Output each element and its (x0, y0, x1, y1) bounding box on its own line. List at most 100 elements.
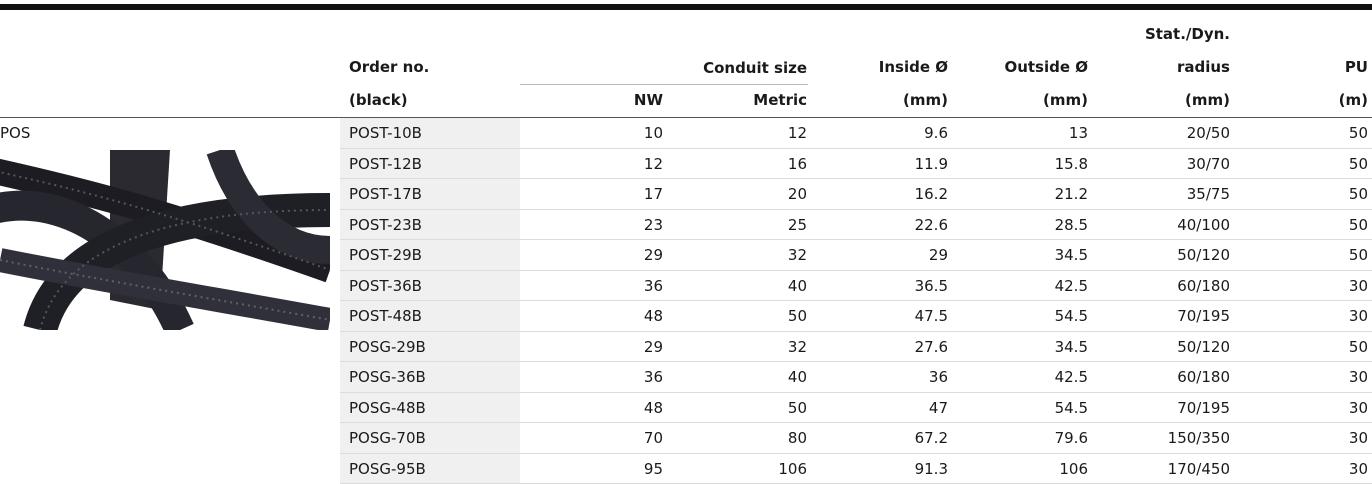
column-header: NW (634, 91, 663, 109)
cell: 70/195 (1177, 307, 1230, 325)
cell: 13 (1069, 124, 1088, 142)
cell: 170/450 (1168, 460, 1230, 478)
column-header: Metric (753, 91, 807, 109)
cell: 48 (644, 399, 663, 417)
cell: 21.2 (1055, 185, 1088, 203)
cell: 27.6 (915, 338, 948, 356)
cell: 12 (788, 124, 807, 142)
cell: 40 (788, 277, 807, 295)
column-header: (mm) (1185, 91, 1230, 109)
cell: 150/350 (1168, 429, 1230, 447)
cell: 48 (644, 307, 663, 325)
cell: 40 (788, 368, 807, 386)
cell: 106 (778, 460, 807, 478)
cell: POST-23B (349, 216, 422, 234)
column-header: (black) (349, 91, 408, 109)
cell: 11.9 (915, 155, 948, 173)
product-photo (0, 150, 330, 330)
cell: 42.5 (1055, 277, 1088, 295)
cell: 17 (644, 185, 663, 203)
cell: 15.8 (1055, 155, 1088, 173)
group-rule (520, 84, 808, 85)
cell: 50 (788, 307, 807, 325)
column-header: (mm) (903, 91, 948, 109)
cell: 25 (788, 216, 807, 234)
column-header: radius (1177, 58, 1230, 76)
cell: POST-10B (349, 124, 422, 142)
top-bar (0, 4, 1372, 10)
cell: 30 (1349, 277, 1368, 295)
cell: 34.5 (1055, 246, 1088, 264)
cell: 28.5 (1055, 216, 1088, 234)
cell: 30 (1349, 368, 1368, 386)
cell: POST-29B (349, 246, 422, 264)
cell: 50 (1349, 338, 1368, 356)
cell: 50 (1349, 155, 1368, 173)
product-label: POS (0, 124, 30, 142)
cell: 60/180 (1177, 368, 1230, 386)
cell: 60/180 (1177, 277, 1230, 295)
cell: POST-36B (349, 277, 422, 295)
column-header: Order no. (349, 58, 429, 76)
cell: 16.2 (915, 185, 948, 203)
column-header: (mm) (1043, 91, 1088, 109)
cell: 79.6 (1055, 429, 1088, 447)
cell: 30 (1349, 307, 1368, 325)
cell: 106 (1059, 460, 1088, 478)
cell: 50/120 (1177, 338, 1230, 356)
cell: 50 (1349, 185, 1368, 203)
group-header: Conduit size (703, 59, 807, 77)
cell: 23 (644, 216, 663, 234)
cell: 36.5 (915, 277, 948, 295)
cell: 50 (1349, 124, 1368, 142)
cell: 36 (644, 368, 663, 386)
cell: 10 (644, 124, 663, 142)
column-header: Inside Ø (879, 58, 948, 76)
cell: 30 (1349, 460, 1368, 478)
cell: 70/195 (1177, 399, 1230, 417)
cell: 47.5 (915, 307, 948, 325)
cell: 54.5 (1055, 307, 1088, 325)
cell: 29 (929, 246, 948, 264)
cell: 35/75 (1187, 185, 1230, 203)
cell: 32 (788, 246, 807, 264)
cell: 50/120 (1177, 246, 1230, 264)
cell: 36 (929, 368, 948, 386)
cell: 50 (1349, 216, 1368, 234)
cell: POST-17B (349, 185, 422, 203)
cell: 42.5 (1055, 368, 1088, 386)
cell: POSG-36B (349, 368, 426, 386)
cell: 29 (644, 338, 663, 356)
page: POS (() => { const data = JSON.parse(doc… (0, 0, 1372, 484)
cell: 30 (1349, 429, 1368, 447)
cell: 54.5 (1055, 399, 1088, 417)
cell: 47 (929, 399, 948, 417)
cell: 22.6 (915, 216, 948, 234)
cell: 16 (788, 155, 807, 173)
column-header: PU (1345, 58, 1368, 76)
cell: POSG-95B (349, 460, 426, 478)
cell: 40/100 (1177, 216, 1230, 234)
cell: 9.6 (924, 124, 948, 142)
header-rule-left (0, 117, 340, 118)
cell: 50 (788, 399, 807, 417)
cell: 95 (644, 460, 663, 478)
cell: 12 (644, 155, 663, 173)
cell: 32 (788, 338, 807, 356)
column-header: (m) (1339, 91, 1368, 109)
cell: 29 (644, 246, 663, 264)
cell: 20/50 (1187, 124, 1230, 142)
cell: 80 (788, 429, 807, 447)
cell: POSG-70B (349, 429, 426, 447)
cell: 70 (644, 429, 663, 447)
cell: POSG-29B (349, 338, 426, 356)
cell: 20 (788, 185, 807, 203)
cell: POST-12B (349, 155, 422, 173)
column-header: Outside Ø (1004, 58, 1088, 76)
column-header: Stat./Dyn. (1145, 25, 1230, 43)
cell: 34.5 (1055, 338, 1088, 356)
cell: 30 (1349, 399, 1368, 417)
cell: POST-48B (349, 307, 422, 325)
cell: 36 (644, 277, 663, 295)
cell: POSG-48B (349, 399, 426, 417)
